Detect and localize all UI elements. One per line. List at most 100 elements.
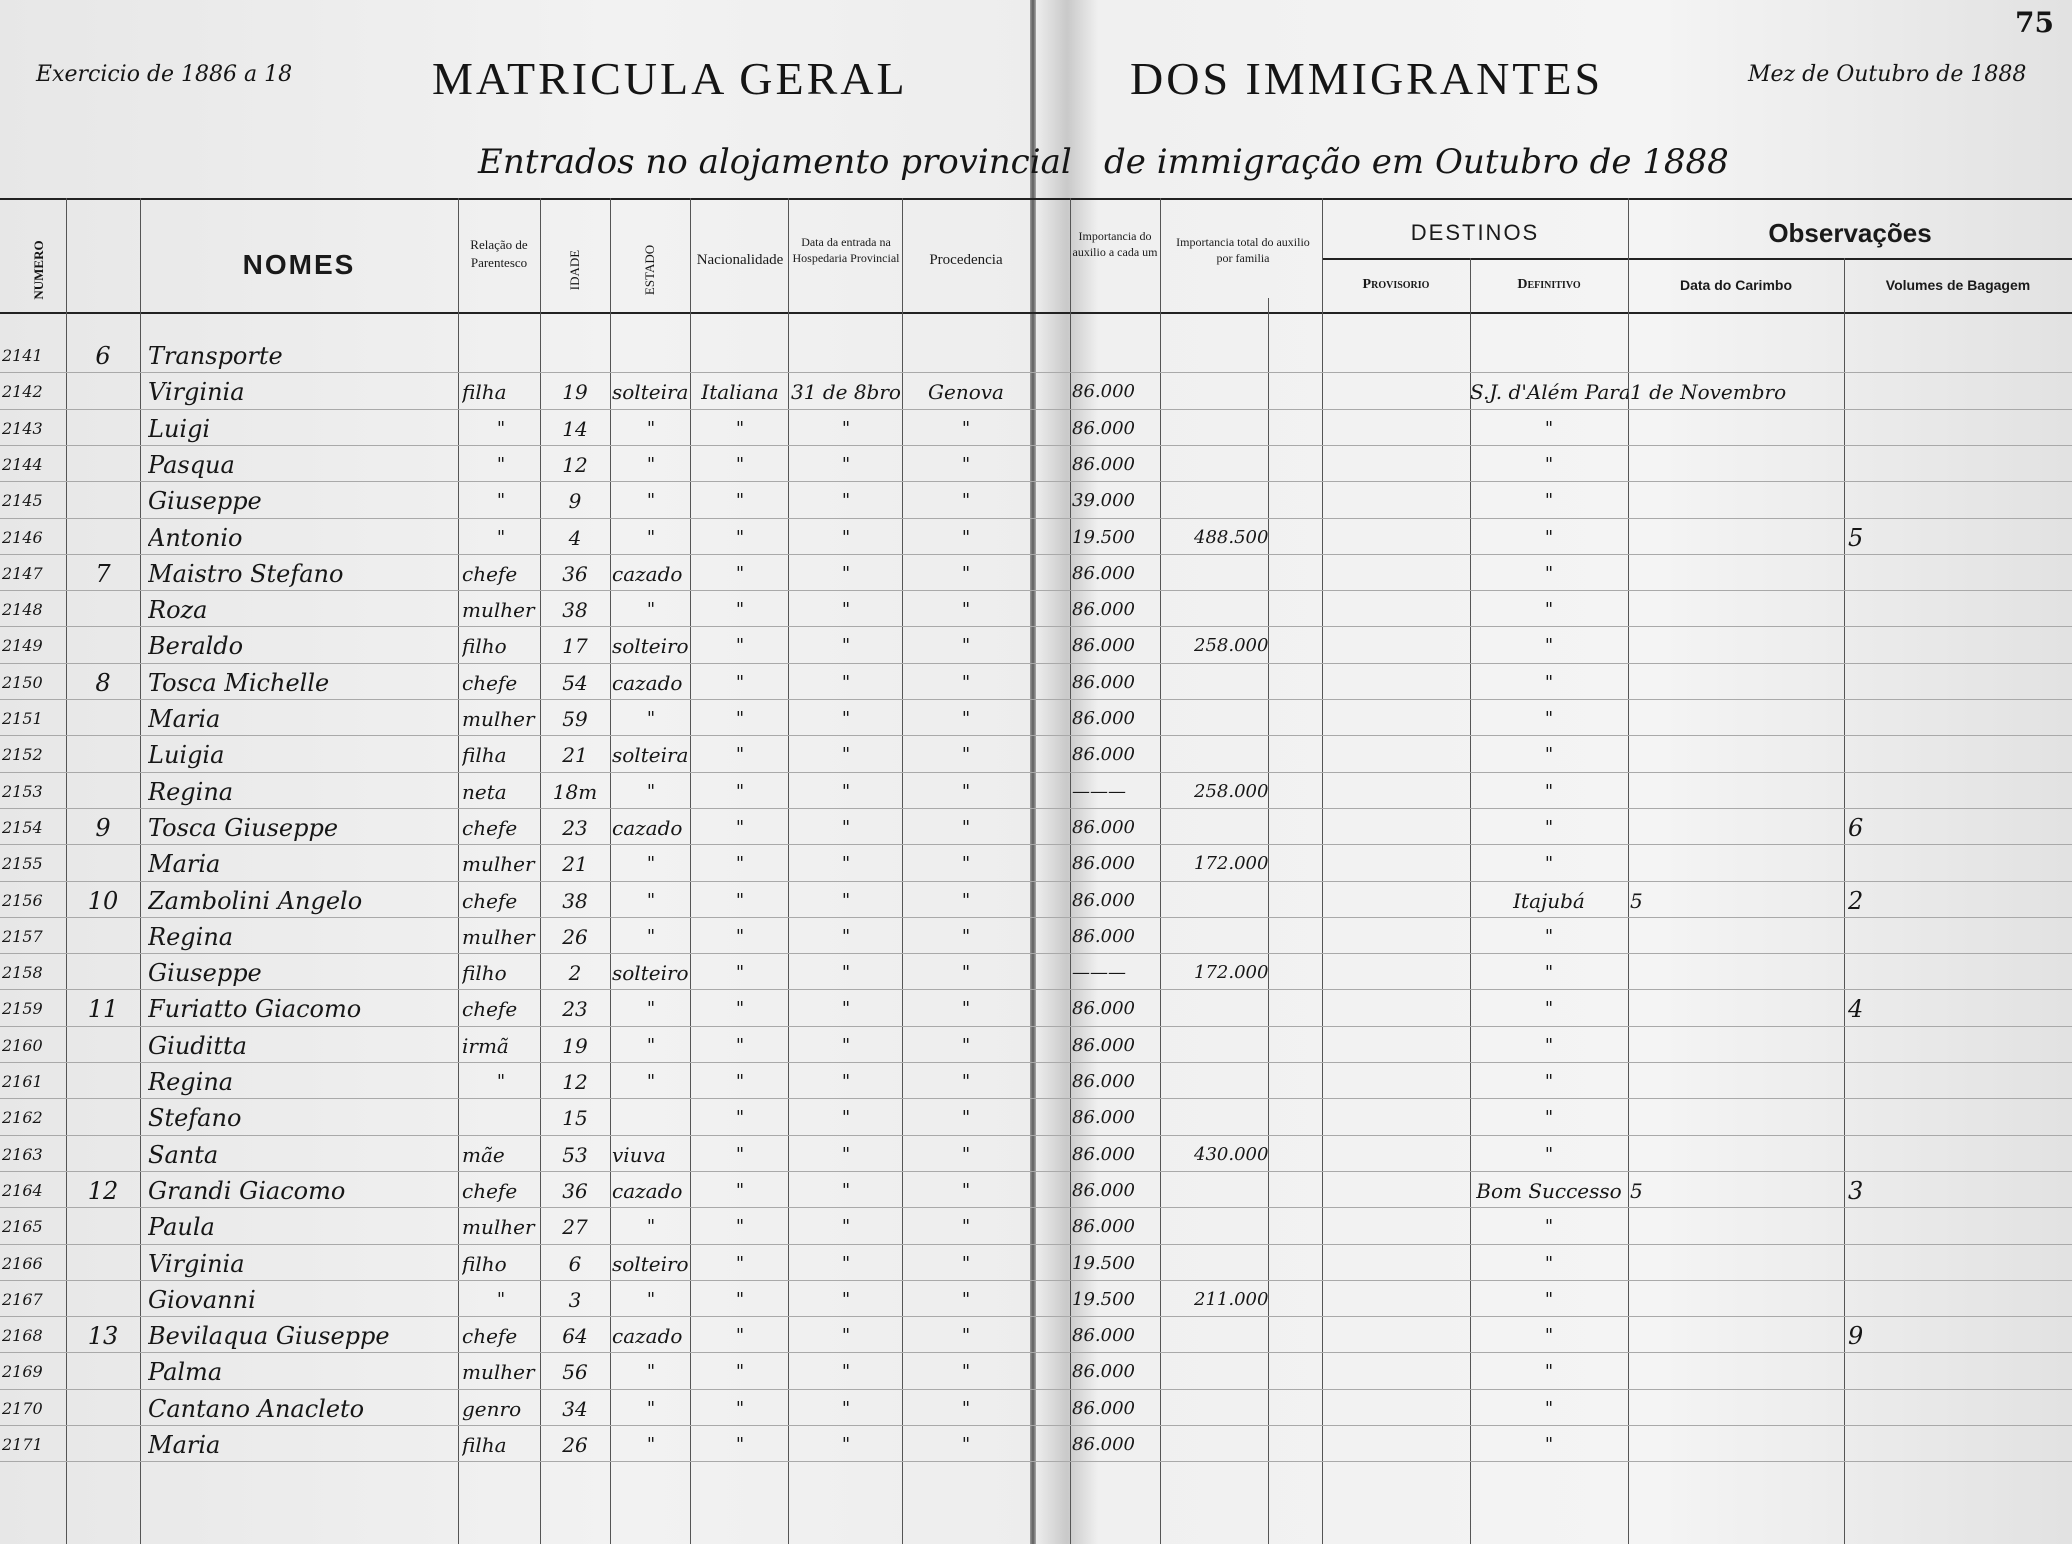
row-nacionalidade: " <box>735 1034 745 1056</box>
col-line <box>1844 258 1845 1544</box>
row-numero: 2153 <box>2 781 43 801</box>
row-data-entrada: " <box>841 1397 851 1419</box>
row-nome: Giuseppe <box>148 487 262 516</box>
row-relacao: chefe <box>462 888 518 913</box>
row-auxilio-cada: 86.000 <box>1072 1434 1135 1455</box>
row-data-entrada: " <box>841 1434 851 1455</box>
row-auxilio-cada: 86.000 <box>1072 1071 1135 1092</box>
col-line <box>1268 298 1269 1544</box>
row-nome: Beraldo <box>148 632 244 661</box>
row-estado: cazado <box>612 1178 683 1203</box>
row-data-entrada: " <box>841 526 851 548</box>
row-idade: 27 <box>562 1215 588 1240</box>
row-idade: 12 <box>562 1070 588 1094</box>
row-idade: 38 <box>562 888 588 913</box>
row-relacao: chefe <box>462 1324 518 1349</box>
row-estado: solteiro <box>612 1251 689 1276</box>
row-nacionalidade: " <box>735 962 745 984</box>
row-idade: 23 <box>562 815 588 840</box>
row-nome: Zambolini Angelo <box>148 886 363 915</box>
header-nomes: NOMES <box>242 249 356 280</box>
row-idade: 2 <box>568 961 582 986</box>
row-data-carimbo: 5 <box>1630 888 1643 913</box>
row-relacao: filho <box>462 1251 507 1276</box>
row-rule <box>0 372 2072 374</box>
row-nome: Luigi <box>148 414 211 443</box>
row-relacao: " <box>496 1071 506 1092</box>
row-auxilio-cada: 86.000 <box>1072 1216 1135 1238</box>
header-data-carimbo: Data do Carimbo <box>1679 277 1792 293</box>
row-data-entrada: " <box>841 599 851 621</box>
row-destino-definitivo: " <box>1544 1325 1554 1347</box>
row-procedencia: " <box>961 635 971 657</box>
exercicio-label: Exercicio de 1886 a 18 <box>36 62 293 87</box>
row-idade: 36 <box>562 1178 588 1203</box>
row-idade: 64 <box>562 1324 588 1349</box>
row-auxilio-cada: 19.500 <box>1072 526 1135 548</box>
row-nacionalidade: " <box>735 635 745 657</box>
row-numero: 2168 <box>2 1326 43 1346</box>
header-data-entrada: Data da entrada na Hospedaria Provincial <box>792 235 900 266</box>
row-nome: Maistro Stefano <box>148 559 344 588</box>
row-rule <box>0 517 2072 519</box>
row-numero: 2149 <box>2 636 43 656</box>
row-idade: 59 <box>562 707 588 731</box>
row-estado: cazado <box>612 670 683 695</box>
row-estado: " <box>646 1397 656 1419</box>
row-idade: 3 <box>568 1287 582 1312</box>
row-destino-definitivo: " <box>1544 962 1554 984</box>
row-estado: " <box>646 526 656 548</box>
row-auxilio-cada: 39.000 <box>1072 490 1135 512</box>
col-line <box>690 198 691 1544</box>
row-relacao: filho <box>462 961 507 986</box>
row-rule <box>0 1316 2072 1318</box>
row-idade: 12 <box>562 452 588 477</box>
row-rule <box>0 953 2072 955</box>
row-nome: Transporte <box>148 342 283 370</box>
row-nacionalidade: " <box>735 1179 745 1201</box>
row-estado: " <box>646 490 656 512</box>
row-nacionalidade: " <box>735 417 745 439</box>
row-estado: " <box>646 1034 656 1056</box>
row-nacionalidade: " <box>735 853 745 875</box>
row-auxilio-familia: 488.500 <box>1194 526 1269 548</box>
row-nome: Regina <box>148 777 234 806</box>
row-nacionalidade: " <box>735 1252 745 1274</box>
row-procedencia: " <box>961 708 971 729</box>
col-line <box>66 198 67 1544</box>
row-estado: " <box>646 599 656 621</box>
row-numero: 2148 <box>2 600 43 620</box>
row-relacao: " <box>496 1288 506 1310</box>
row-rule <box>0 1098 2072 1100</box>
row-estado: " <box>646 1288 656 1310</box>
row-auxilio-cada: 86.000 <box>1072 998 1135 1020</box>
row-nacionalidade: " <box>735 998 745 1020</box>
row-relacao: " <box>496 526 506 548</box>
row-nacionalidade: " <box>735 925 745 947</box>
row-destino-definitivo: " <box>1544 1107 1554 1129</box>
row-idade: 19 <box>562 1033 588 1058</box>
row-destino-definitivo: " <box>1544 816 1554 838</box>
row-nacionalidade: " <box>735 453 745 475</box>
row-procedencia: " <box>961 1034 971 1056</box>
row-data-entrada: " <box>841 671 851 693</box>
row-numero: 2152 <box>2 745 43 765</box>
row-rule <box>0 444 2072 446</box>
row-data-entrada: " <box>841 1107 851 1129</box>
col-line <box>458 198 459 1544</box>
row-data-entrada: " <box>841 962 851 984</box>
row-data-entrada: 31 de 8bro <box>791 380 901 405</box>
row-nacionalidade: " <box>735 1071 745 1092</box>
row-auxilio-cada: 19.500 <box>1072 1288 1135 1310</box>
row-nacionalidade: " <box>735 1361 745 1383</box>
row-relacao: neta <box>462 779 507 804</box>
row-nome: Paula <box>148 1213 215 1242</box>
row-data-entrada: " <box>841 708 851 729</box>
row-relacao: filha <box>462 743 507 768</box>
row-nome: Maria <box>148 1431 221 1459</box>
col-line <box>1160 198 1161 1544</box>
row-nome: Antonio <box>148 523 243 552</box>
row-idade: 21 <box>562 743 588 768</box>
row-idade: 38 <box>562 598 588 623</box>
row-familia: 6 <box>95 342 111 370</box>
